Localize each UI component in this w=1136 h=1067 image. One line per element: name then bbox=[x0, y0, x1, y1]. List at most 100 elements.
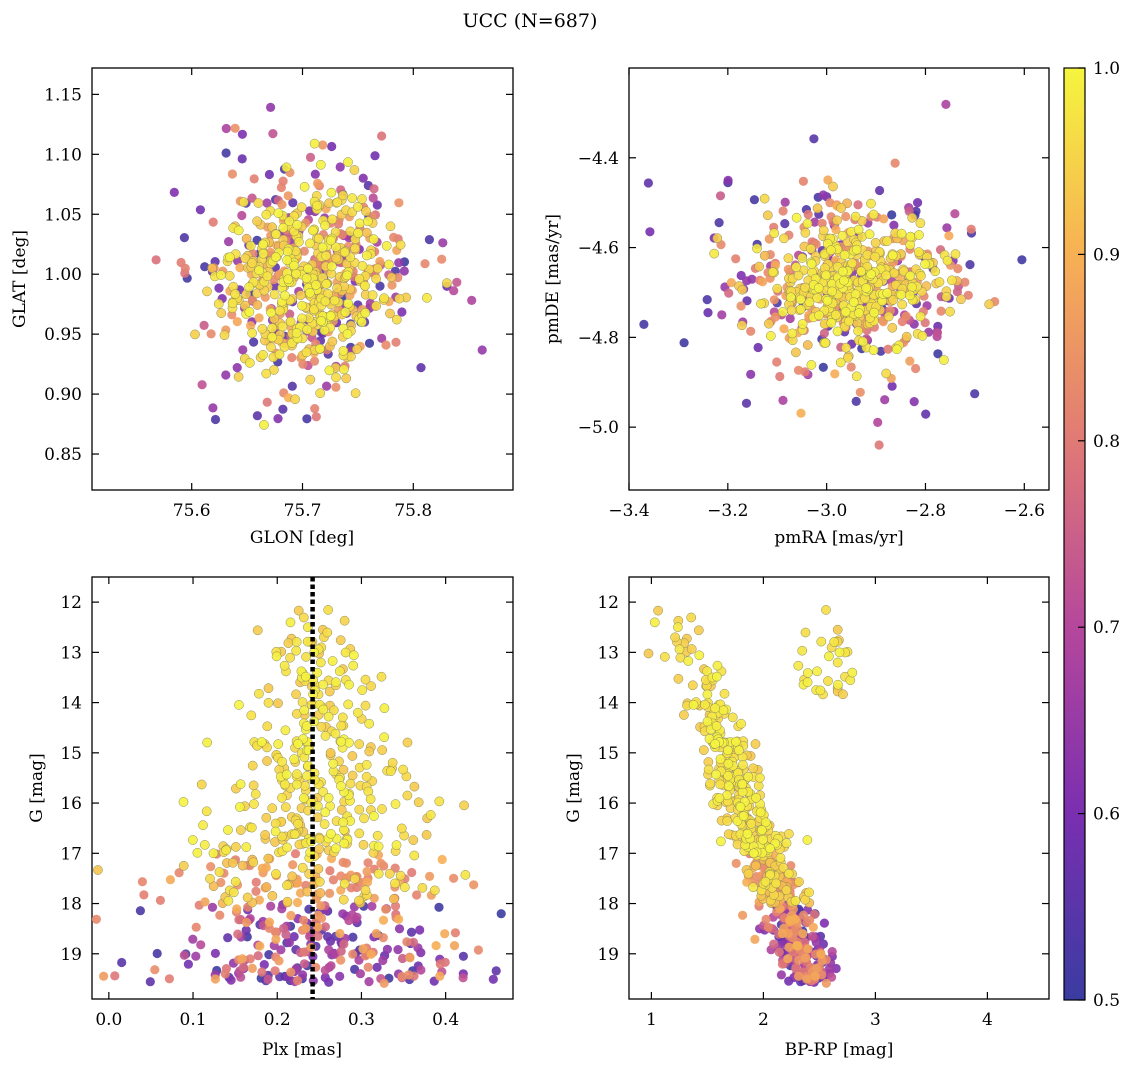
data-point bbox=[360, 280, 370, 291]
data-point bbox=[715, 754, 726, 764]
data-point bbox=[785, 313, 795, 324]
data-point bbox=[809, 134, 819, 144]
data-point bbox=[398, 764, 408, 775]
data-point bbox=[905, 270, 916, 281]
data-point bbox=[297, 862, 308, 873]
data-point bbox=[791, 212, 802, 223]
data-point bbox=[791, 964, 801, 974]
data-point bbox=[305, 288, 315, 298]
data-point bbox=[310, 169, 320, 179]
scatter-points bbox=[639, 99, 1027, 450]
y-tick-label: 19 bbox=[597, 945, 619, 965]
data-point bbox=[219, 330, 230, 341]
data-point bbox=[932, 328, 943, 338]
data-point bbox=[293, 818, 303, 829]
data-point bbox=[723, 781, 734, 791]
data-point bbox=[756, 298, 766, 309]
data-point bbox=[753, 342, 763, 353]
data-point bbox=[394, 924, 405, 934]
data-point bbox=[816, 636, 827, 647]
data-point bbox=[762, 210, 773, 221]
data-point bbox=[731, 254, 741, 264]
data-point bbox=[797, 319, 808, 329]
data-point bbox=[402, 790, 413, 801]
data-point bbox=[797, 645, 808, 656]
data-point bbox=[947, 275, 957, 286]
data-point bbox=[259, 960, 269, 970]
data-point bbox=[377, 333, 387, 343]
data-point bbox=[291, 779, 302, 790]
data-point bbox=[385, 221, 396, 232]
data-point bbox=[339, 615, 350, 626]
data-point bbox=[326, 828, 336, 839]
data-point bbox=[879, 214, 889, 224]
data-point bbox=[339, 838, 350, 849]
data-point bbox=[369, 184, 379, 194]
data-point bbox=[802, 668, 813, 678]
data-point bbox=[262, 271, 273, 282]
data-point bbox=[267, 890, 278, 901]
data-point bbox=[352, 202, 363, 212]
data-point bbox=[901, 331, 912, 342]
data-point bbox=[806, 360, 817, 370]
data-point bbox=[797, 253, 808, 263]
data-point bbox=[775, 853, 786, 863]
data-point bbox=[850, 211, 861, 222]
data-point bbox=[291, 268, 301, 279]
data-point bbox=[724, 288, 734, 298]
data-point bbox=[283, 191, 293, 201]
data-point bbox=[422, 292, 432, 303]
data-point bbox=[245, 240, 256, 251]
data-point bbox=[377, 131, 387, 141]
data-point bbox=[834, 647, 845, 658]
data-point bbox=[659, 651, 670, 662]
data-point bbox=[913, 247, 924, 257]
data-point bbox=[856, 266, 867, 277]
data-point bbox=[361, 227, 372, 238]
data-point bbox=[316, 721, 327, 732]
data-point bbox=[376, 858, 386, 869]
data-point bbox=[283, 274, 294, 285]
data-point bbox=[434, 796, 445, 807]
data-point bbox=[823, 676, 833, 686]
data-point bbox=[674, 644, 685, 655]
data-point bbox=[220, 969, 230, 979]
data-point bbox=[855, 387, 865, 397]
data-point bbox=[99, 971, 109, 981]
data-point bbox=[389, 894, 399, 904]
data-point bbox=[244, 358, 255, 368]
data-point bbox=[270, 927, 280, 937]
data-point bbox=[363, 858, 373, 868]
data-point bbox=[266, 901, 276, 911]
data-point bbox=[345, 778, 356, 789]
data-point bbox=[780, 219, 790, 229]
data-point bbox=[832, 326, 843, 337]
data-point bbox=[371, 301, 381, 311]
data-point bbox=[390, 901, 401, 911]
data-point bbox=[223, 933, 233, 943]
data-point bbox=[273, 698, 283, 709]
data-point bbox=[984, 299, 995, 310]
data-point bbox=[288, 260, 299, 271]
data-point bbox=[391, 314, 402, 325]
data-point bbox=[887, 210, 897, 220]
data-point bbox=[191, 951, 201, 961]
data-point bbox=[302, 622, 313, 633]
data-point bbox=[786, 305, 797, 316]
data-point bbox=[336, 720, 347, 731]
data-point bbox=[273, 414, 283, 424]
data-point bbox=[277, 321, 288, 332]
data-point bbox=[822, 295, 833, 306]
data-point bbox=[137, 877, 147, 887]
data-point bbox=[330, 728, 341, 739]
data-point bbox=[826, 245, 836, 256]
data-point bbox=[491, 966, 501, 976]
data-point bbox=[139, 890, 149, 900]
data-point bbox=[827, 972, 837, 982]
data-point bbox=[312, 200, 322, 211]
data-point bbox=[285, 617, 296, 628]
data-point bbox=[349, 165, 360, 175]
data-point bbox=[291, 645, 302, 656]
data-point bbox=[331, 372, 341, 383]
